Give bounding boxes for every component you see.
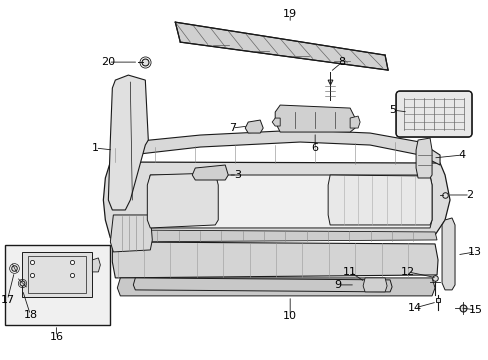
FancyBboxPatch shape [5,245,110,325]
Polygon shape [441,218,454,290]
Text: 8: 8 [338,57,345,67]
Text: 9: 9 [334,280,341,290]
Polygon shape [272,118,280,126]
Polygon shape [112,242,437,278]
Polygon shape [327,175,431,225]
Text: 5: 5 [389,105,396,115]
Polygon shape [363,278,386,292]
Polygon shape [148,175,431,228]
Text: 16: 16 [49,332,63,342]
FancyBboxPatch shape [22,252,92,297]
Polygon shape [275,105,354,132]
Polygon shape [192,165,228,180]
Polygon shape [112,230,436,242]
Text: 18: 18 [23,310,38,320]
Polygon shape [415,138,431,178]
Polygon shape [92,258,100,272]
Text: 20: 20 [101,57,115,67]
Text: 19: 19 [283,9,297,19]
Text: 12: 12 [400,267,414,277]
Text: 13: 13 [467,247,481,257]
Polygon shape [349,116,359,128]
Text: 11: 11 [343,267,356,277]
Text: 17: 17 [0,295,15,305]
Polygon shape [147,173,218,228]
Text: 2: 2 [466,190,472,200]
FancyBboxPatch shape [395,91,471,137]
Text: 4: 4 [458,150,465,160]
Polygon shape [175,22,387,70]
Text: 15: 15 [468,305,482,315]
Polygon shape [112,130,439,165]
Polygon shape [117,278,434,296]
Text: 10: 10 [283,311,297,321]
Polygon shape [108,75,148,210]
Polygon shape [103,162,449,238]
Polygon shape [110,215,152,252]
Text: 3: 3 [233,170,240,180]
Text: 7: 7 [228,123,235,133]
Text: 6: 6 [311,143,318,153]
Text: 1: 1 [92,143,99,153]
Text: 14: 14 [407,303,421,313]
Polygon shape [133,278,391,292]
Polygon shape [244,120,263,133]
